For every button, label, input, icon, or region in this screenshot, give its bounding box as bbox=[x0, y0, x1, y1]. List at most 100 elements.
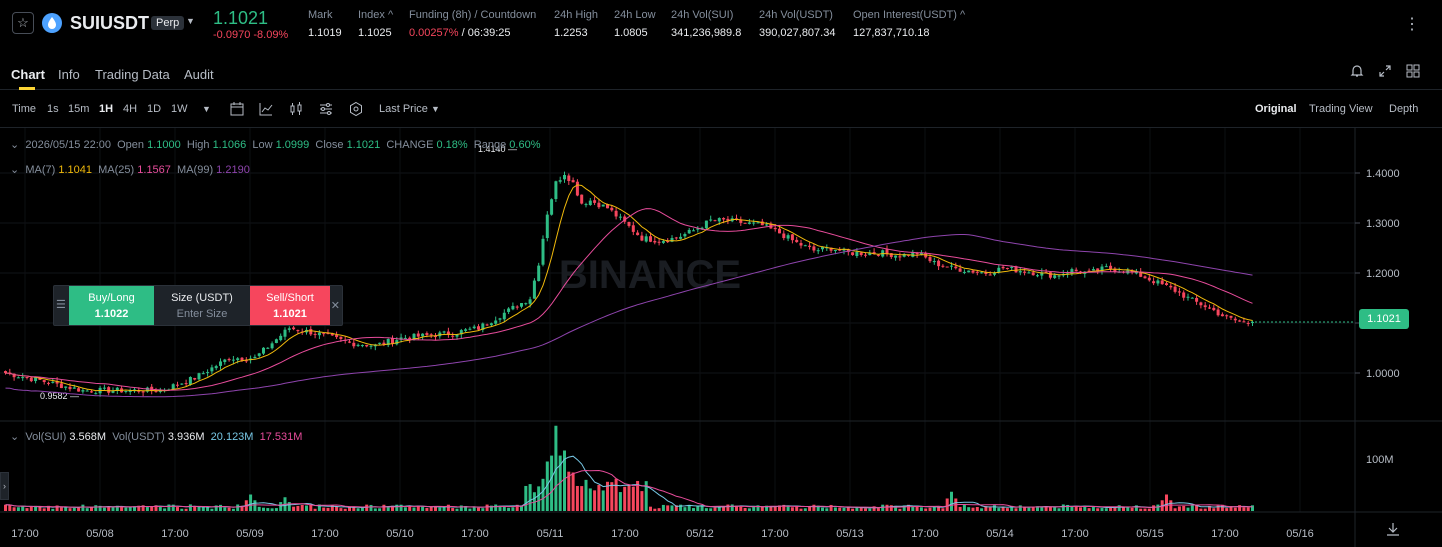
chevron-right-icon[interactable]: › bbox=[0, 472, 9, 500]
candle-body bbox=[765, 224, 769, 226]
chevron-down-icon[interactable]: ▼ bbox=[186, 16, 195, 26]
volume-bar bbox=[451, 508, 455, 511]
price-chart[interactable]: BINANCE 1.4140 — 0.9582 — 1.4000 1.3000 1.2… bbox=[0, 128, 1442, 547]
chevron-down-icon[interactable]: ⌄ bbox=[10, 431, 20, 443]
expand-icon[interactable] bbox=[1378, 64, 1392, 81]
chevron-down-icon[interactable]: ⌄ bbox=[10, 164, 20, 176]
volume-bar bbox=[649, 506, 652, 511]
interval-time[interactable]: Time bbox=[12, 103, 37, 115]
volume-bar bbox=[16, 507, 20, 511]
candle-body bbox=[244, 360, 248, 362]
candle-body bbox=[1014, 266, 1018, 273]
candle-body bbox=[1005, 268, 1009, 270]
candle-body bbox=[188, 377, 192, 385]
volume-bar bbox=[253, 500, 257, 511]
settings-sliders-icon[interactable] bbox=[318, 101, 334, 117]
price-type-select[interactable]: Last Price ▼ bbox=[379, 103, 440, 115]
tab-info[interactable]: Info bbox=[58, 67, 80, 82]
volume-bar bbox=[317, 504, 321, 511]
interval-more-chevron-icon[interactable]: ▼ bbox=[202, 104, 211, 114]
volume-bar bbox=[262, 507, 265, 511]
volume-bar bbox=[752, 506, 756, 511]
favorite-star-icon[interactable]: ☆ bbox=[12, 12, 34, 34]
sell-short-button[interactable]: Sell/Short 1.1021 bbox=[250, 286, 330, 325]
volume-bar bbox=[348, 507, 351, 511]
volume-bar bbox=[730, 504, 734, 511]
candle-body bbox=[1216, 309, 1220, 316]
interval-1h[interactable]: 1H bbox=[99, 103, 114, 115]
candle-style-icon[interactable] bbox=[288, 101, 304, 117]
volume-bar bbox=[489, 505, 493, 511]
candle-body bbox=[502, 312, 506, 320]
candle-body bbox=[1203, 305, 1207, 308]
tab-chart[interactable]: Chart bbox=[11, 67, 45, 82]
drag-handle-icon[interactable]: ☰ bbox=[56, 299, 66, 311]
calendar-icon[interactable] bbox=[229, 101, 245, 117]
candle-body bbox=[339, 336, 343, 340]
candle-body bbox=[59, 383, 63, 389]
volume-bar bbox=[889, 505, 893, 511]
volume-bar bbox=[141, 505, 145, 511]
view-depth[interactable]: Depth bbox=[1389, 103, 1419, 115]
bell-icon[interactable] bbox=[1350, 64, 1364, 81]
volume-bar bbox=[812, 504, 816, 511]
candle-body bbox=[90, 391, 93, 393]
interval-4h[interactable]: 4H bbox=[123, 103, 138, 115]
candle-body bbox=[266, 347, 270, 349]
stat-index[interactable]: Index ^ 1.1025 bbox=[358, 9, 394, 39]
price-axis-label: 1.3000 bbox=[1366, 218, 1400, 230]
candles: 1.4140 — 0.9582 — bbox=[4, 144, 1254, 401]
candle-body bbox=[950, 265, 953, 267]
indicator-chart-icon[interactable] bbox=[258, 101, 274, 117]
view-original[interactable]: Original bbox=[1255, 103, 1297, 115]
interval-1d[interactable]: 1D bbox=[147, 103, 162, 115]
volume-bar bbox=[1126, 506, 1130, 511]
volume-bar bbox=[704, 508, 708, 511]
candle-body bbox=[627, 221, 631, 226]
stat-open-interest[interactable]: Open Interest(USDT) ^ 127,837,710.18 bbox=[853, 9, 966, 39]
volume-bar bbox=[833, 507, 837, 511]
scroll-to-latest-icon[interactable] bbox=[1386, 522, 1400, 539]
volume-bar bbox=[352, 506, 356, 511]
volume-bar bbox=[313, 508, 317, 511]
view-trading-view[interactable]: Trading View bbox=[1309, 103, 1373, 115]
time-axis-label: 05/08 bbox=[86, 528, 114, 540]
candle-body bbox=[468, 328, 472, 330]
buy-long-button[interactable]: Buy/Long 1.1022 bbox=[69, 286, 154, 325]
more-icon[interactable]: ⋮ bbox=[1404, 16, 1420, 33]
candle-body bbox=[481, 323, 485, 330]
volume-bar bbox=[1177, 506, 1181, 511]
interval-1w[interactable]: 1W bbox=[171, 103, 188, 115]
volume-bar bbox=[666, 505, 670, 511]
volume-bar bbox=[1186, 507, 1190, 511]
candle-body bbox=[412, 333, 416, 341]
volume-bar bbox=[339, 508, 343, 511]
layout-grid-icon[interactable] bbox=[1406, 64, 1420, 81]
size-input[interactable]: Size (USDT) Enter Size bbox=[171, 292, 233, 320]
symbol-name[interactable]: SUIUSDT bbox=[70, 13, 150, 33]
candle-body bbox=[55, 381, 59, 384]
candle-body bbox=[378, 342, 382, 344]
interval-1s[interactable]: 1s bbox=[47, 103, 59, 115]
volume-bar bbox=[468, 508, 472, 511]
volume-bar bbox=[137, 505, 141, 511]
candle-body bbox=[1143, 276, 1147, 279]
hexagon-settings-icon[interactable] bbox=[348, 101, 364, 117]
tab-trading-data[interactable]: Trading Data bbox=[95, 67, 170, 82]
ticker-header: ☆ SUIUSDT Perp ▼ 1.1021 -0.0970 -8.09% M… bbox=[0, 0, 1442, 48]
tab-audit[interactable]: Audit bbox=[184, 67, 214, 82]
volume-bar bbox=[988, 507, 992, 511]
candle-body bbox=[1195, 297, 1199, 302]
candle-body bbox=[1109, 265, 1113, 270]
volume-bar bbox=[958, 506, 962, 511]
interval-15m[interactable]: 15m bbox=[68, 103, 90, 115]
volume-bar bbox=[1104, 508, 1108, 511]
volume-bar bbox=[1225, 508, 1229, 511]
candle-body bbox=[636, 232, 640, 236]
volume-bar bbox=[386, 506, 390, 511]
volume-bar bbox=[795, 505, 799, 511]
candle-body bbox=[962, 271, 966, 273]
candle-body bbox=[945, 266, 949, 268]
chevron-down-icon[interactable]: ⌄ bbox=[10, 139, 20, 151]
close-icon[interactable]: ✕ bbox=[330, 300, 340, 312]
